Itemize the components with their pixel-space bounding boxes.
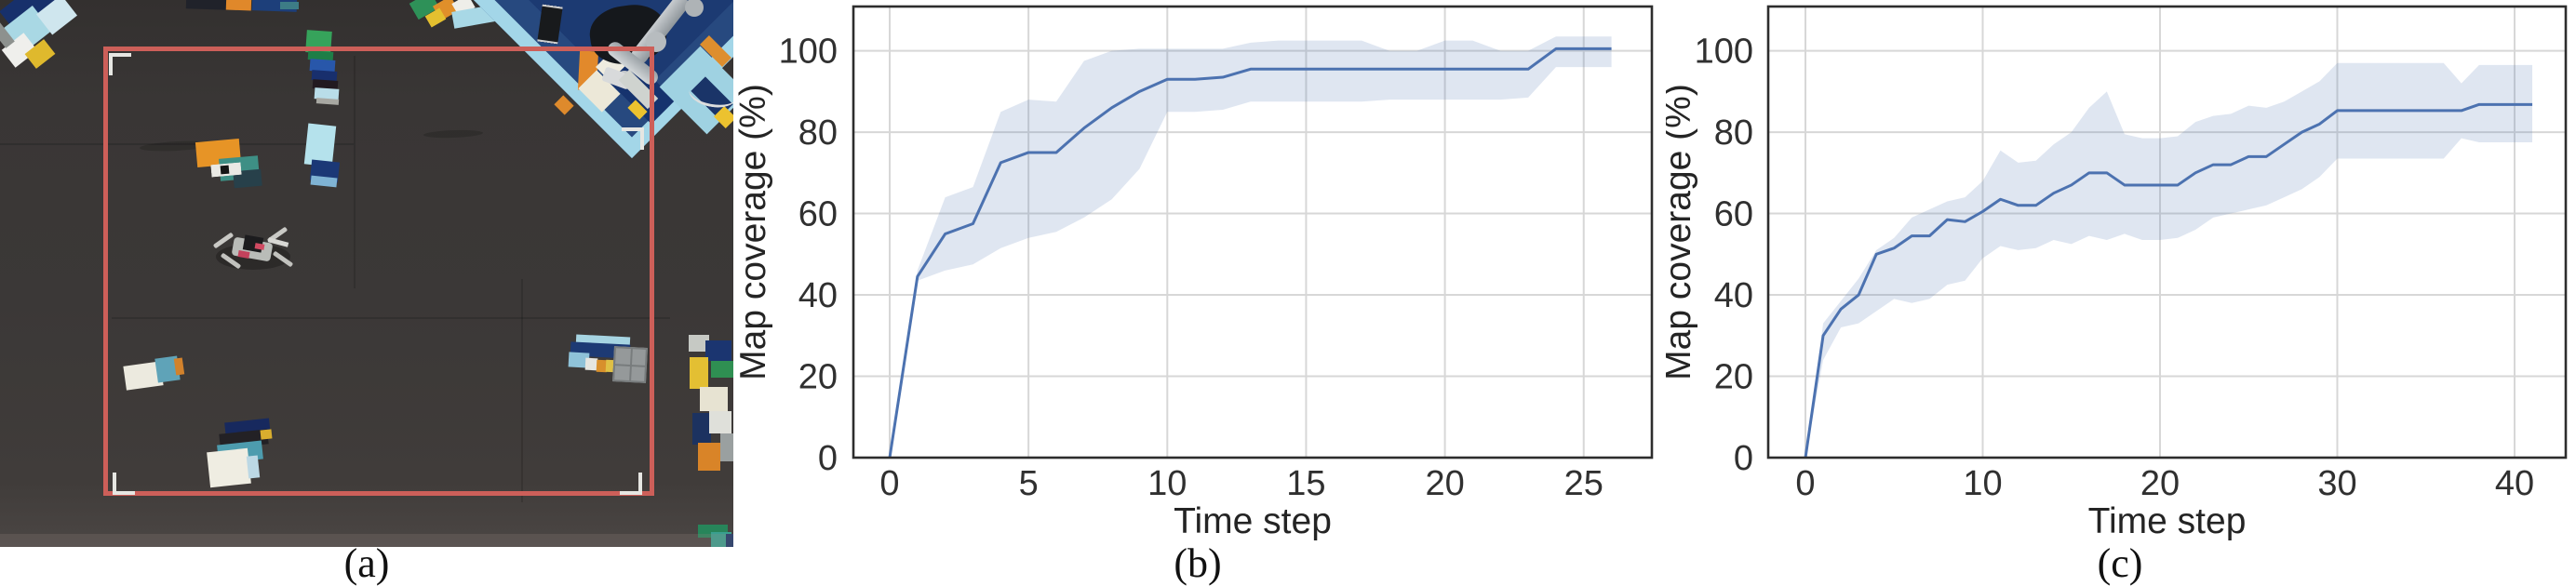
corner-marker-tl bbox=[109, 53, 131, 75]
x-tick-label: 10 bbox=[1963, 464, 2002, 503]
y-tick-label: 80 bbox=[1714, 113, 1753, 153]
floor-seam bbox=[112, 317, 670, 319]
strip-orange bbox=[698, 443, 720, 471]
strip-gray bbox=[720, 433, 733, 461]
strip-yellow bbox=[690, 357, 708, 389]
strip-white bbox=[689, 335, 709, 352]
corner-marker-br bbox=[620, 473, 642, 495]
map-coverage-chart-b: 0 5 10 15 20 25 0 20 40 60 80 100 Time step Map cover… bbox=[735, 5, 1654, 541]
y-tick-label: 40 bbox=[1714, 276, 1753, 315]
floor-seam bbox=[521, 279, 523, 502]
gridlines bbox=[853, 7, 1652, 458]
arm-joint bbox=[685, 0, 704, 17]
confidence-band bbox=[890, 36, 1612, 458]
strip-navy bbox=[705, 340, 731, 361]
block-orange bbox=[225, 0, 252, 11]
y-tick-label: 20 bbox=[798, 358, 838, 397]
x-tick-label: 30 bbox=[2317, 464, 2356, 503]
strip-green bbox=[711, 361, 733, 378]
gridlines bbox=[1768, 7, 2566, 458]
x-tick-label: 0 bbox=[879, 464, 899, 503]
tick-labels: 0 5 10 15 20 25 0 20 40 60 80 100 bbox=[779, 33, 1603, 503]
x-tick-label: 40 bbox=[2495, 464, 2534, 503]
x-tick-label: 20 bbox=[1425, 464, 1464, 503]
y-tick-label: 0 bbox=[818, 439, 838, 478]
y-tick-label: 100 bbox=[1695, 33, 1753, 72]
axes-box bbox=[852, 5, 1654, 459]
x-axis-label: Time step bbox=[1174, 501, 1332, 541]
axes-box bbox=[1766, 5, 2568, 459]
arena-photo bbox=[0, 0, 733, 547]
corner-marker-bl bbox=[113, 473, 135, 495]
block-teal bbox=[280, 2, 299, 9]
x-tick-label: 25 bbox=[1564, 464, 1603, 503]
map-coverage-chart-c: 0 10 20 30 40 0 20 40 60 80 100 Time step Map covera… bbox=[1666, 5, 2568, 541]
mean-coverage-line bbox=[1804, 102, 2533, 459]
y-tick-label: 0 bbox=[1734, 439, 1753, 478]
x-tick-label: 10 bbox=[1147, 464, 1187, 503]
caption-a: (a) bbox=[343, 540, 390, 586]
strip-cream bbox=[700, 387, 728, 411]
confidence-band bbox=[1805, 62, 2533, 459]
y-tick-label: 80 bbox=[798, 113, 838, 153]
x-tick-label: 0 bbox=[1795, 464, 1815, 503]
y-tick-label: 20 bbox=[1714, 358, 1753, 397]
corner-navy bbox=[726, 534, 733, 547]
x-axis-label: Time step bbox=[2088, 501, 2247, 541]
floor-seam bbox=[354, 56, 356, 288]
caption-c: (c) bbox=[2097, 540, 2143, 586]
y-tick-label: 40 bbox=[798, 276, 838, 315]
floor-bottom-strip bbox=[0, 534, 733, 547]
x-tick-label: 15 bbox=[1286, 464, 1325, 503]
x-tick-label: 5 bbox=[1019, 464, 1039, 503]
tick-labels: 0 10 20 30 40 0 20 40 60 80 100 bbox=[1695, 33, 2535, 503]
exploration-boundary bbox=[103, 47, 654, 496]
strip-white2 bbox=[709, 411, 731, 433]
y-axis-label: Map coverage (%) bbox=[735, 84, 773, 380]
strip-navy2 bbox=[692, 413, 711, 445]
y-tick-label: 60 bbox=[1714, 195, 1753, 234]
caption-b: (b) bbox=[1174, 540, 1222, 586]
x-tick-label: 20 bbox=[2140, 464, 2180, 503]
floor-seam bbox=[0, 143, 354, 145]
y-tick-label: 100 bbox=[779, 33, 838, 72]
mean-coverage-line bbox=[888, 47, 1612, 459]
y-axis-label: Map coverage (%) bbox=[1666, 84, 1698, 380]
y-tick-label: 60 bbox=[798, 195, 838, 234]
corner-marker-tr bbox=[622, 127, 644, 150]
block-dark bbox=[185, 0, 230, 10]
